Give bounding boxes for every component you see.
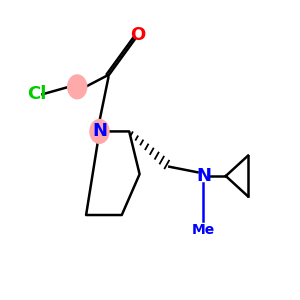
- Text: O: O: [130, 26, 146, 44]
- Circle shape: [68, 75, 87, 99]
- Circle shape: [90, 119, 109, 143]
- Text: Me: Me: [192, 223, 215, 237]
- Text: Cl: Cl: [27, 85, 47, 103]
- Text: N: N: [92, 122, 107, 140]
- Text: N: N: [196, 167, 211, 185]
